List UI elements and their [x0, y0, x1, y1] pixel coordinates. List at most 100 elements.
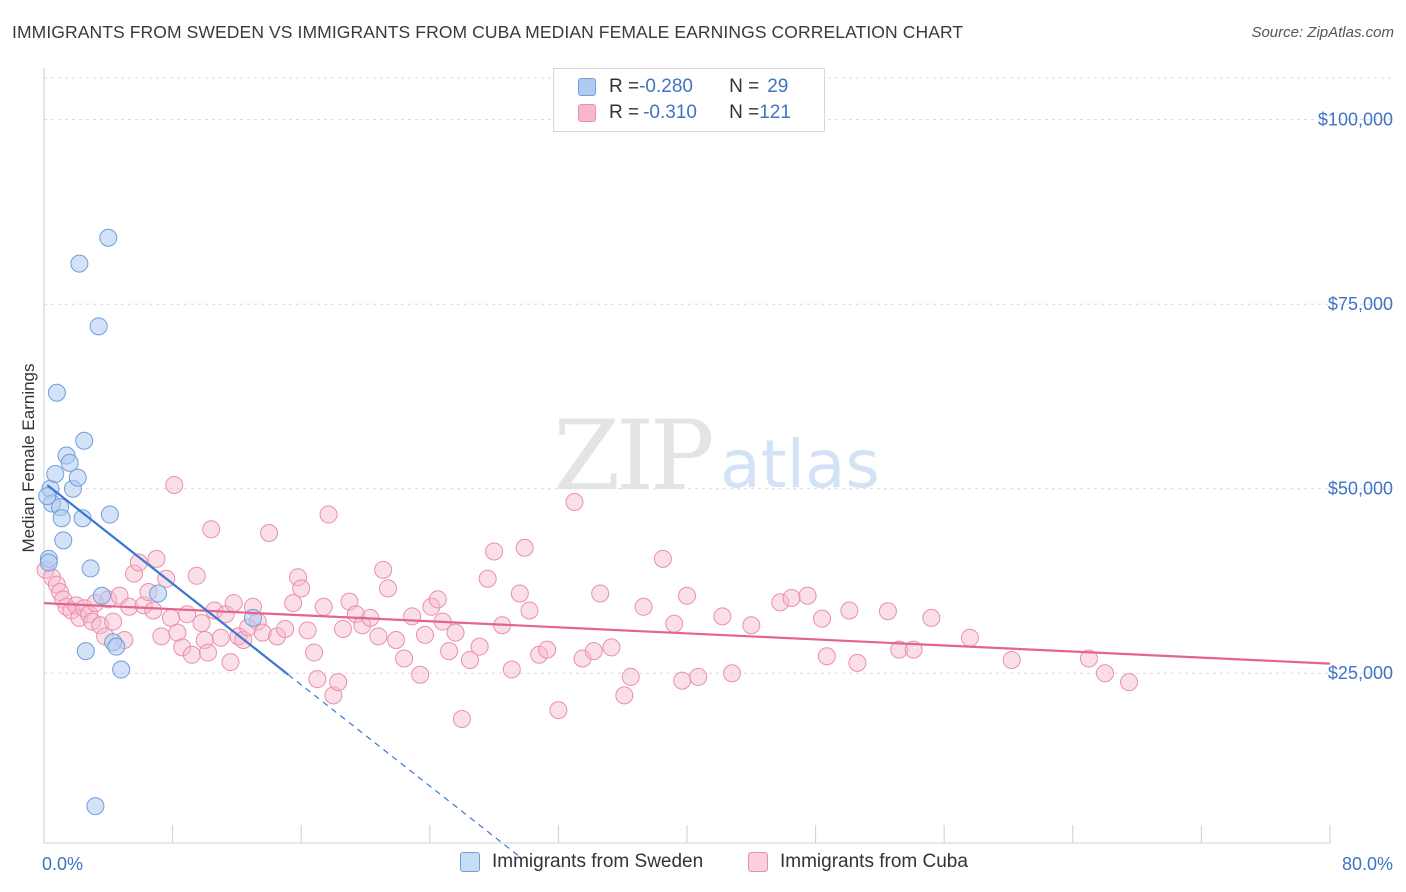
sweden-point [92, 586, 111, 605]
cuba-swatch [578, 104, 596, 122]
sweden-point [112, 660, 131, 679]
cuba-point [333, 619, 352, 638]
cuba-point [298, 621, 317, 640]
cuba-point [565, 493, 584, 511]
sweden-point [76, 642, 95, 661]
cuba-point [134, 596, 153, 615]
sweden-point [68, 468, 87, 487]
sweden-point [39, 553, 58, 572]
cuba-point [379, 579, 398, 598]
legend-item-sweden[interactable]: Immigrants from Sweden [460, 851, 703, 873]
cuba-point [314, 597, 333, 616]
n-label: N = [729, 76, 760, 97]
watermark-zip: ZIP [553, 400, 712, 512]
cuba-point [1095, 664, 1114, 683]
cuba-point [922, 608, 941, 627]
cuba-point [428, 590, 447, 609]
cuba-point [584, 642, 603, 661]
chart-title: IMMIGRANTS FROM SWEDEN VS IMMIGRANTS FRO… [12, 22, 964, 42]
cuba-point [538, 640, 557, 659]
watermark: ZIP atlas [553, 400, 879, 512]
cuba-point [840, 601, 859, 620]
sweden-point [54, 531, 73, 550]
cuba-point [125, 564, 144, 583]
sweden-point [100, 505, 119, 524]
grid-layer [44, 77, 1394, 674]
sweden-trend-extension [287, 674, 519, 857]
cuba-point [260, 524, 279, 542]
r-value: -0.280 [639, 76, 693, 97]
cuba-point [723, 664, 742, 683]
cuba-point [1002, 650, 1021, 669]
n-label: N = [729, 102, 760, 123]
cuba-point [187, 566, 206, 585]
cuba-point [602, 638, 621, 657]
sweden-point [89, 317, 108, 336]
cuba-point [904, 640, 923, 659]
cuba-point [460, 650, 479, 669]
cuba-point [152, 627, 171, 646]
cuba-point [387, 631, 406, 650]
cuba-point [878, 602, 897, 621]
cuba-point [144, 601, 163, 620]
cuba-point [673, 671, 692, 690]
n-value: 29 [767, 76, 789, 97]
cuba-point [422, 597, 441, 616]
cuba-point [165, 476, 184, 495]
cuba-point [653, 549, 672, 568]
cuba-point [446, 623, 465, 642]
series-legend: Immigrants from Sweden Immigrants from C… [0, 851, 1406, 877]
cuba-point [848, 653, 867, 672]
cuba-point [284, 594, 303, 613]
cuba-point [440, 642, 459, 661]
cuba-point [308, 670, 327, 689]
cuba-point [57, 597, 76, 616]
sweden-point [149, 584, 168, 603]
cuba-point [319, 505, 338, 524]
cuba-points [36, 476, 1139, 728]
cuba-point [713, 607, 732, 626]
legend-item-cuba[interactable]: Immigrants from Cuba [748, 851, 968, 873]
sweden-trend-line [46, 484, 290, 676]
cuba-point [147, 549, 166, 568]
cuba-point [485, 542, 504, 561]
cuba-point [890, 640, 909, 659]
cuba-point [470, 637, 489, 656]
cuba-point [276, 619, 295, 638]
cuba-point [621, 667, 640, 686]
cuba-point [305, 643, 324, 662]
cuba-point [182, 645, 201, 664]
cuba-legend-swatch [748, 852, 768, 872]
cuba-point [168, 623, 187, 642]
cuba-point [369, 627, 388, 646]
cuba-point [689, 667, 708, 686]
cuba-trend-line [43, 602, 1331, 665]
cuba-point [452, 710, 471, 728]
cuba-point [678, 586, 696, 605]
trend-layer [43, 484, 1331, 857]
cuba-point [520, 601, 539, 620]
cuba-point [782, 588, 801, 607]
sweden-point [46, 464, 65, 483]
sweden-points [38, 228, 262, 816]
cuba-point [288, 568, 307, 587]
x-tick-label: 0.0% [42, 854, 83, 874]
r-value: -0.310 [643, 102, 697, 123]
cuba-point [192, 614, 211, 633]
cuba-point [634, 597, 653, 616]
cuba-point [403, 607, 422, 626]
cuba-point [411, 665, 430, 684]
source-label: Source: ZipAtlas.com [1251, 24, 1394, 41]
y-tick-label: $100,000 [1318, 110, 1393, 130]
y-tick-label: $75,000 [1328, 294, 1393, 314]
sweden-point [38, 487, 57, 506]
cuba-point [817, 647, 836, 666]
cuba-point [211, 628, 230, 647]
watermark-atlas: atlas [720, 426, 880, 503]
y-axis-label: Median Female Earnings [19, 364, 38, 553]
legend-label: Immigrants from Cuba [780, 851, 968, 872]
y-tick-label: $50,000 [1328, 479, 1393, 499]
x-tick-labels: 0.0% 80.0% [42, 854, 1393, 874]
sweden-point [47, 383, 66, 402]
